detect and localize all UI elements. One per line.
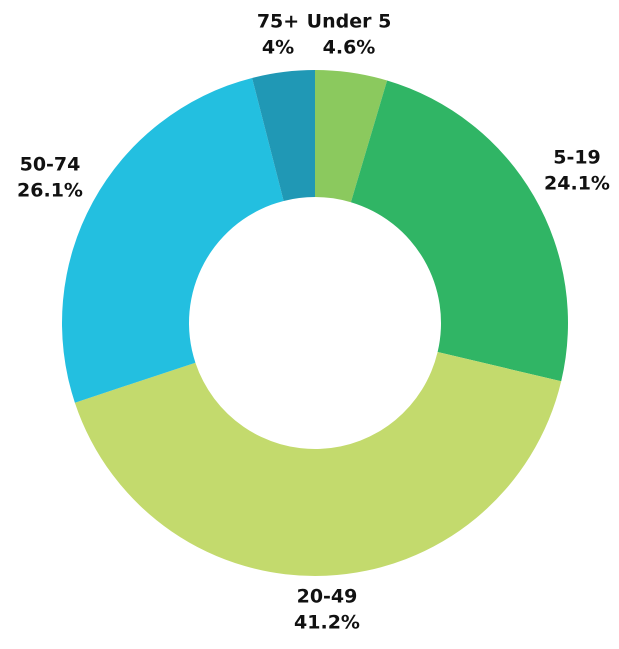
- slice-value-label: 24.1%: [544, 173, 610, 195]
- slice-value-label: 26.1%: [17, 180, 83, 202]
- slice-category-label: 75+: [257, 11, 299, 33]
- slice-value-label: 41.2%: [294, 612, 360, 634]
- slice-category-label: Under 5: [307, 11, 392, 33]
- donut-slice: [252, 70, 315, 201]
- slice-category-label: 20-49: [297, 586, 358, 608]
- slice-value-label: 4.6%: [323, 37, 376, 59]
- donut-slice: [350, 80, 568, 382]
- slice-category-label: 50-74: [20, 154, 81, 176]
- slice-value-label: 4%: [262, 37, 294, 59]
- donut-slice: [315, 70, 388, 203]
- donut-slice: [61, 77, 284, 403]
- donut-slice: [74, 352, 562, 576]
- slice-category-label: 5-19: [553, 147, 601, 169]
